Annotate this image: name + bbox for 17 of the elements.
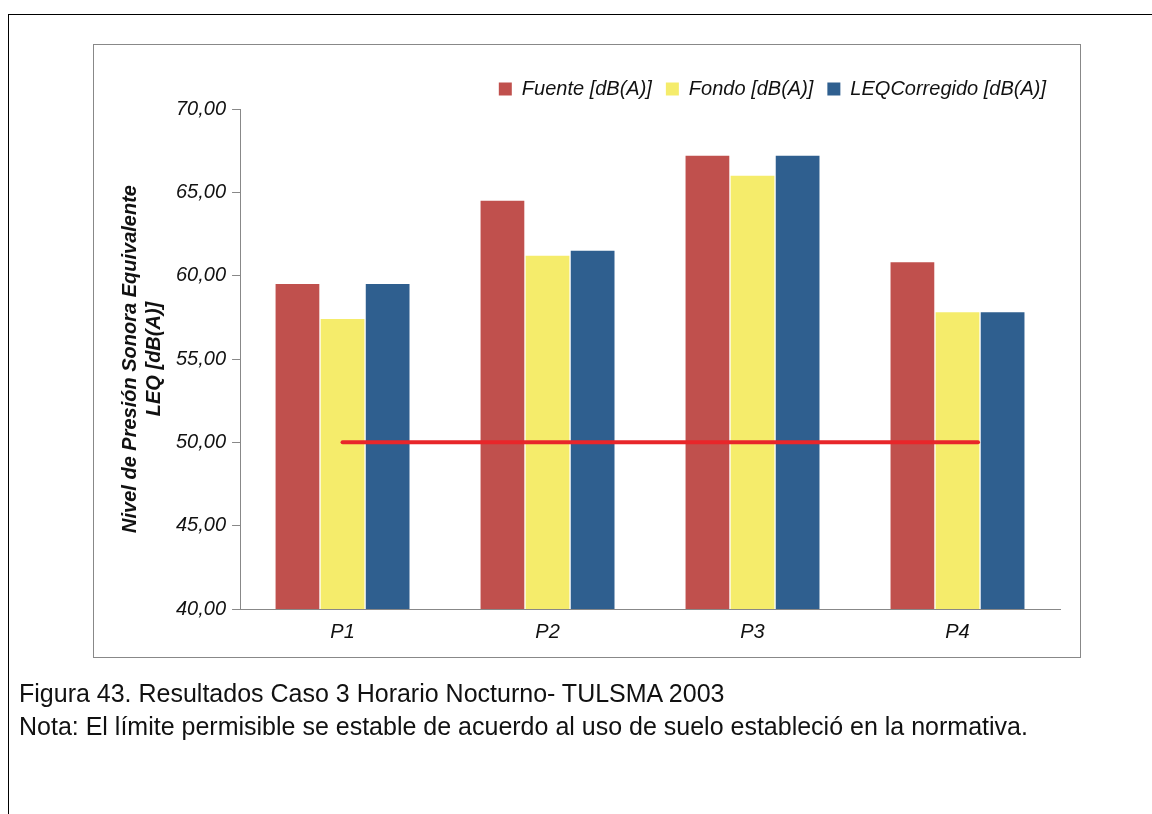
x-tick-label: P2 bbox=[535, 619, 560, 642]
x-tick-label: P1 bbox=[330, 619, 355, 642]
y-tick-label: 40,00 bbox=[175, 596, 227, 619]
x-tick-label: P4 bbox=[945, 619, 970, 642]
y-tick-label: 50,00 bbox=[175, 429, 227, 452]
legend-label: Fondo [dB(A)] bbox=[688, 76, 814, 99]
y-tick-label: 45,00 bbox=[175, 513, 227, 536]
legend-label: LEQCorregido [dB(A)] bbox=[850, 76, 1047, 99]
legend-label: Fuente [dB(A)] bbox=[521, 76, 653, 99]
y-tick-label: 70,00 bbox=[175, 96, 227, 119]
text: Figura 43. Resultados Caso 3 Horario Nocturno- TULSMA 2003 bbox=[19, 678, 726, 709]
y-tick-label: 55,00 bbox=[175, 346, 227, 369]
x-tick-label: P3 bbox=[740, 619, 765, 642]
text: Nota: El límite permisible se estable de acuerdo al uso de suelo estableció en la normativa. bbox=[19, 711, 1029, 742]
y-tick-label: 60,00 bbox=[175, 263, 227, 286]
y-axis-title: Nivel de Presión Sonora Equivalente LEQ [dB(A)] bbox=[117, 185, 164, 533]
y-tick-label: 65,00 bbox=[175, 179, 227, 202]
